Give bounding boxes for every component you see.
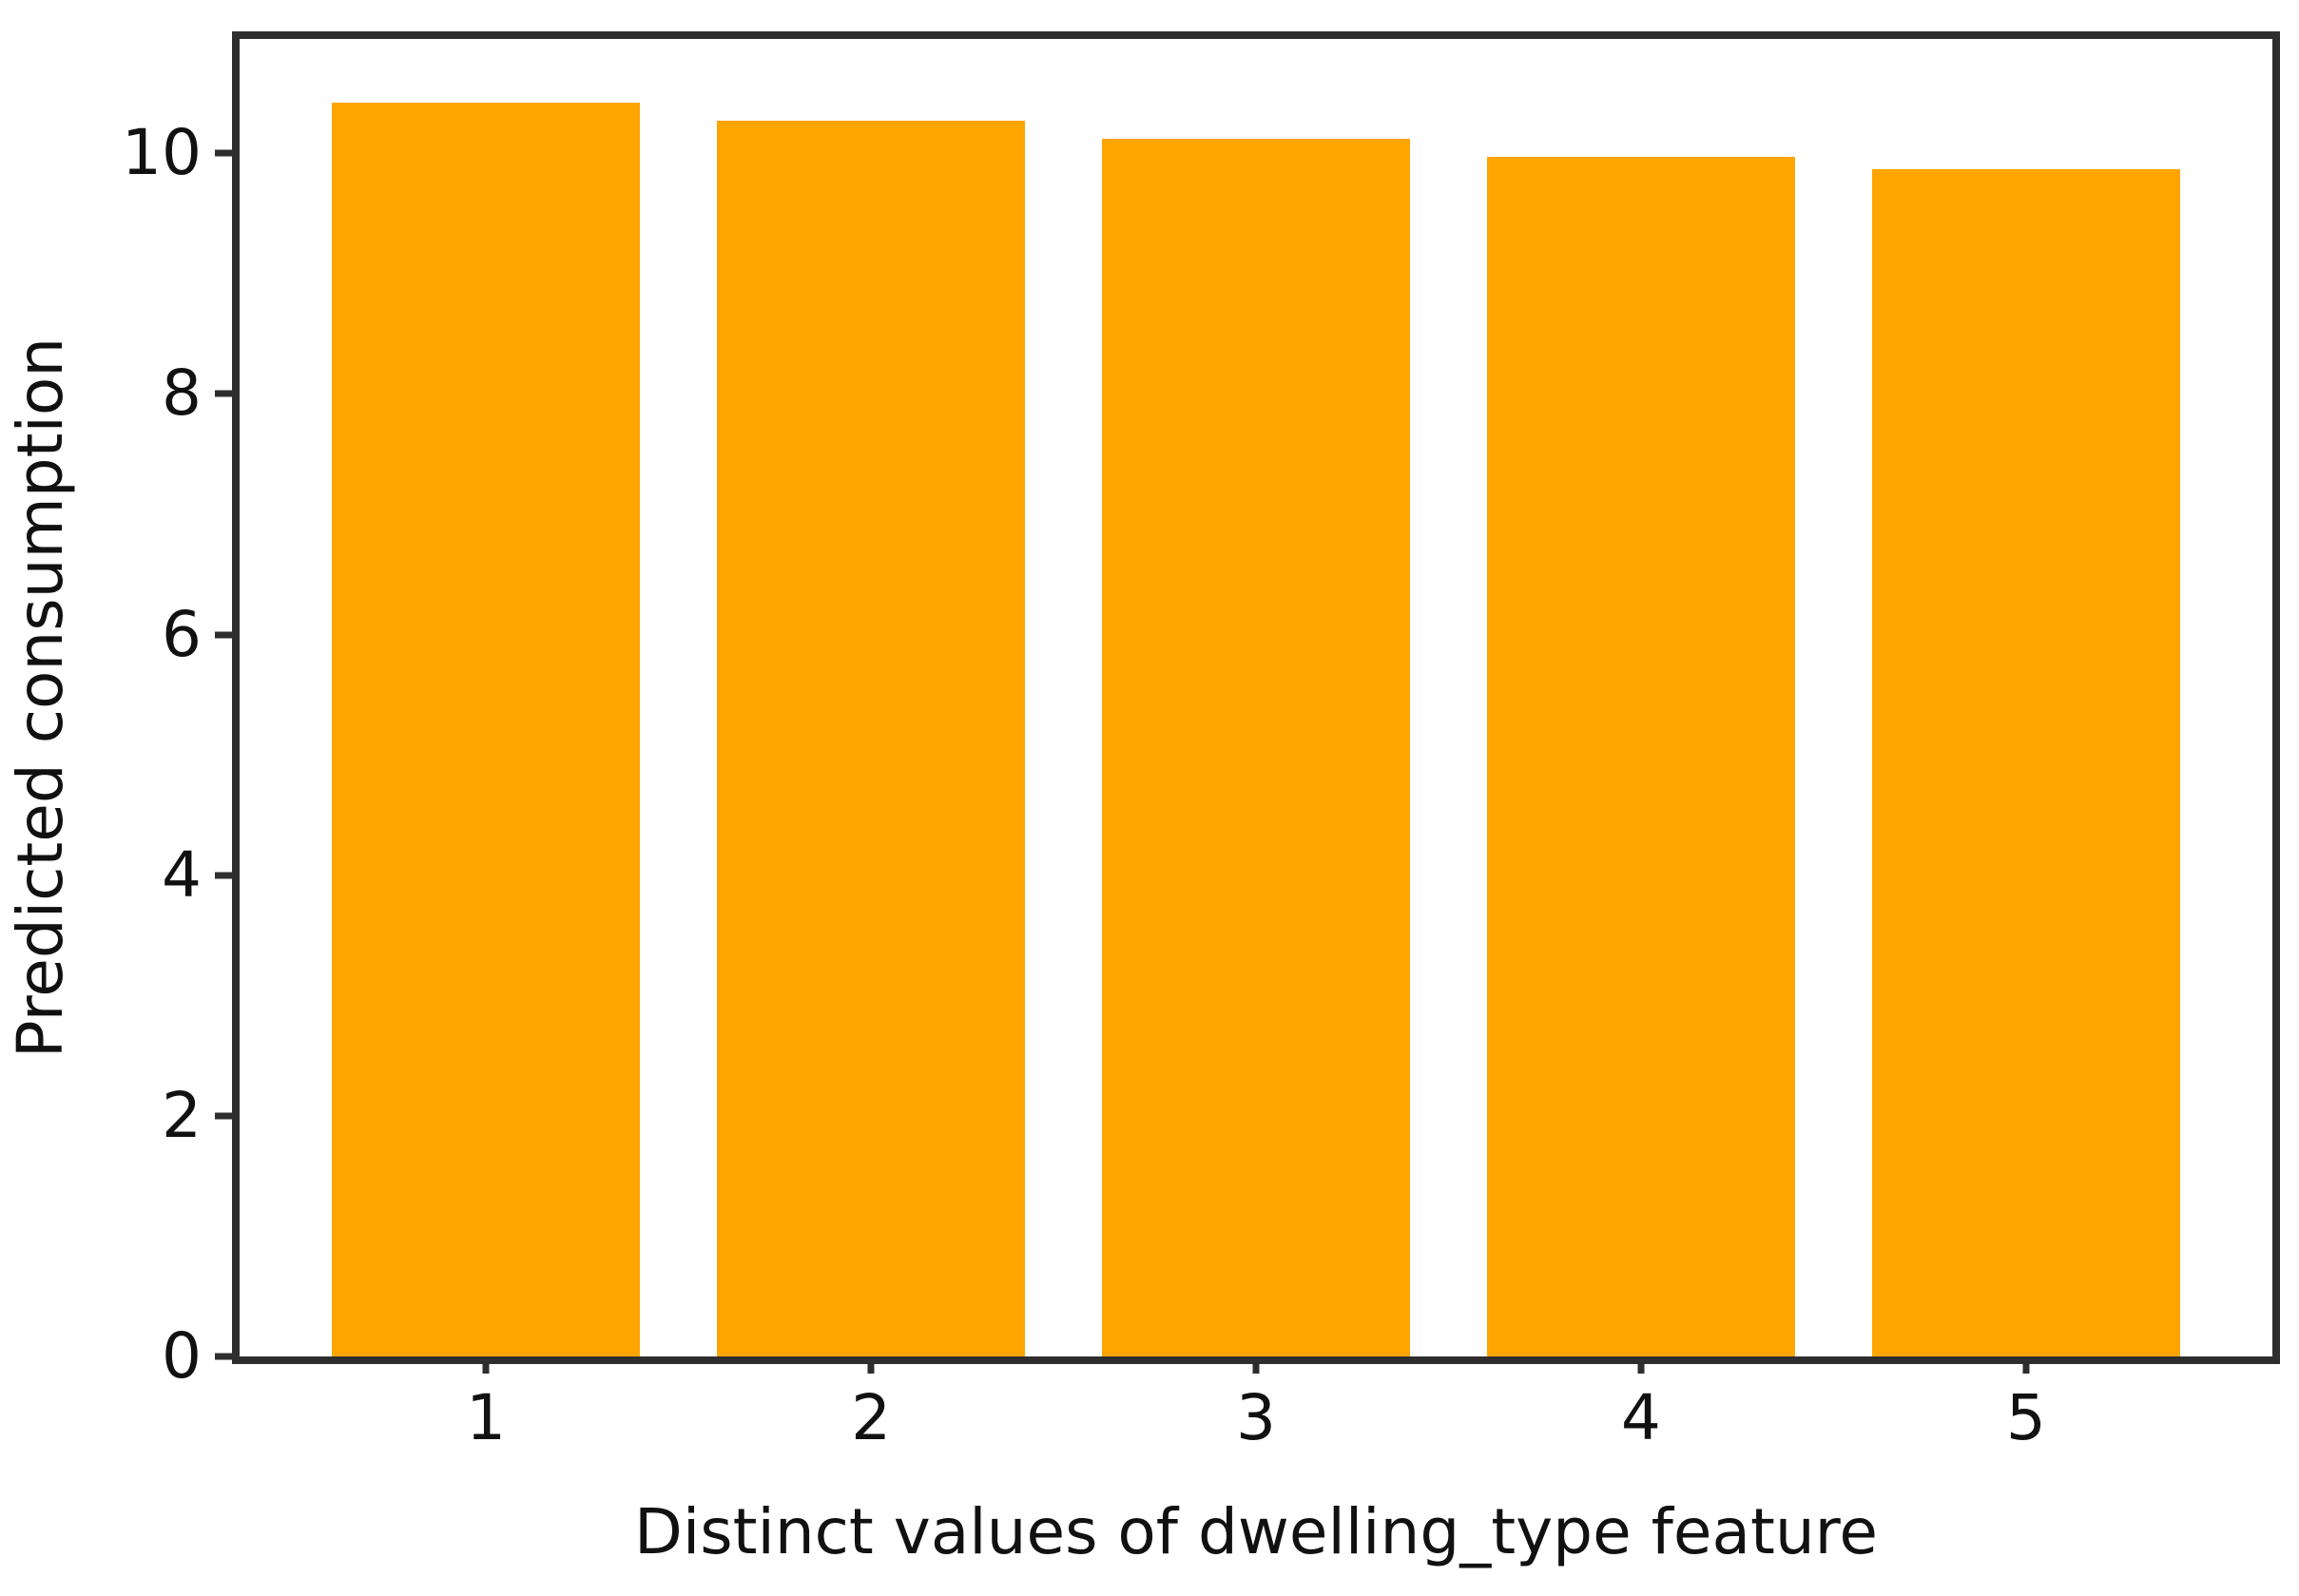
- y-tick-mark: [215, 149, 232, 157]
- bar: [332, 103, 641, 1356]
- y-tick-mark: [215, 631, 232, 639]
- x-tick-mark: [1252, 1356, 1260, 1374]
- bar: [1486, 157, 1795, 1356]
- bar: [1871, 168, 2180, 1356]
- x-tick-label: 2: [851, 1381, 892, 1454]
- x-tick-mark: [867, 1356, 875, 1374]
- y-tick-mark: [215, 1353, 232, 1360]
- y-axis-title: Predicted consumption: [4, 337, 77, 1059]
- y-tick-label: 10: [122, 116, 202, 190]
- y-tick-label: 8: [162, 356, 202, 431]
- x-tick-label: 5: [2005, 1381, 2046, 1454]
- x-axis-title: Distinct values of dwelling_type feature: [634, 1495, 1878, 1568]
- y-tick-label: 4: [162, 837, 202, 912]
- x-tick-mark: [1637, 1356, 1645, 1374]
- y-tick-mark: [215, 872, 232, 879]
- y-tick-mark: [215, 1112, 232, 1120]
- x-tick-mark: [482, 1356, 490, 1374]
- x-tick-label: 4: [1620, 1381, 1661, 1454]
- y-tick-label: 2: [162, 1078, 202, 1152]
- bar: [717, 121, 1026, 1356]
- x-tick-label: 1: [466, 1381, 507, 1454]
- y-tick-label: 0: [162, 1319, 202, 1393]
- x-tick-label: 3: [1236, 1381, 1276, 1454]
- x-tick-mark: [2022, 1356, 2030, 1374]
- bar: [1102, 139, 1410, 1356]
- plot-area: 0 2 4 6 8 10 1 2 3 4 5: [122, 31, 2280, 1450]
- y-tick-mark: [215, 390, 232, 397]
- y-tick-label: 6: [162, 597, 202, 671]
